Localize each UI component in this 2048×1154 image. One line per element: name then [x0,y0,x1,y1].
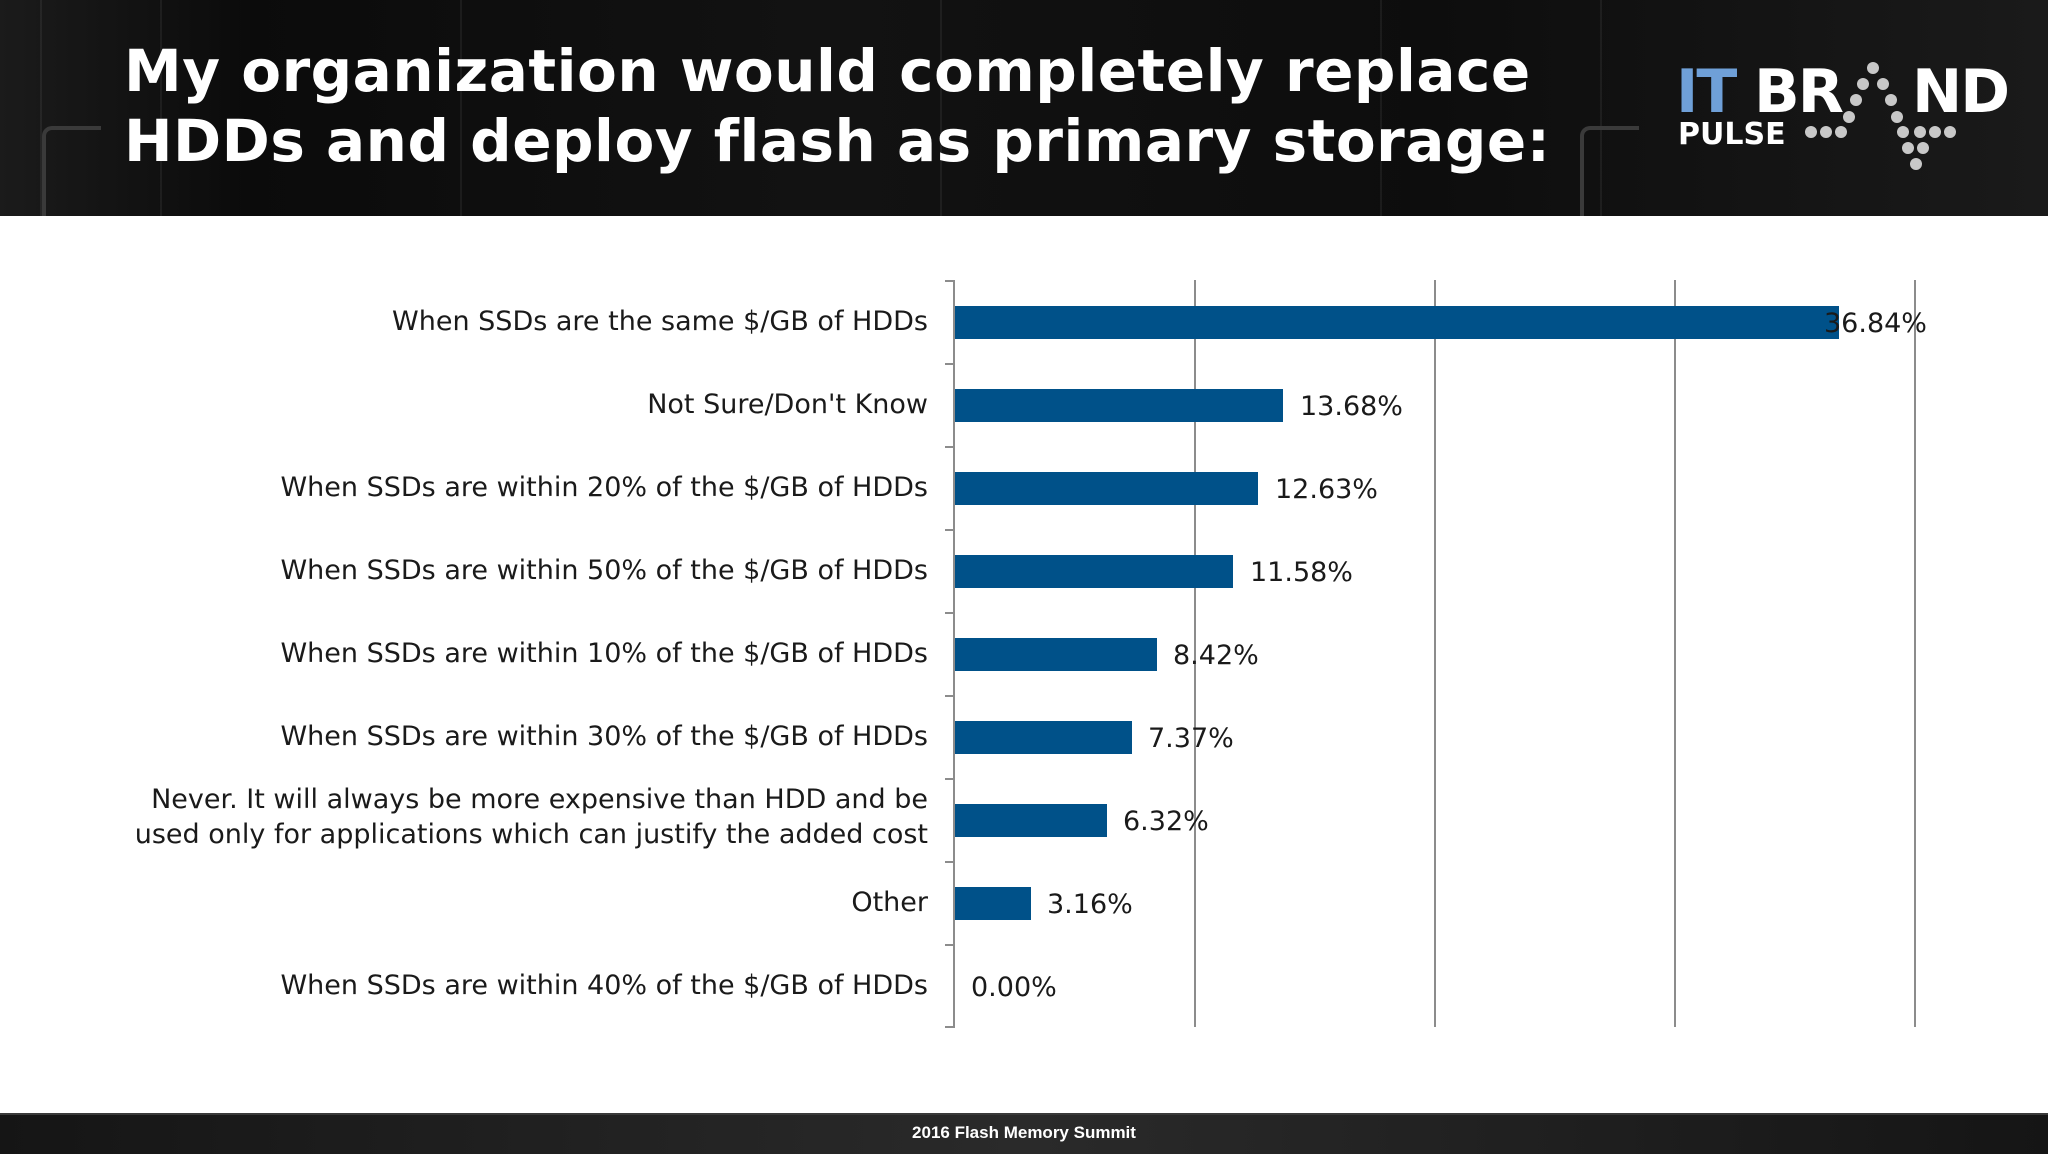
axis-tick [945,363,955,365]
bar-within-50 [955,555,1233,588]
category-label: Not Sure/Don't Know [647,389,928,420]
bar-not-sure [955,389,1283,422]
slide-header: My organization would completely replace… [0,0,2048,216]
axis-tick [945,529,955,531]
background-handle [1580,126,1639,216]
gridline-40 [1914,280,1916,1027]
value-label: 0.00% [971,972,1057,1003]
axis-tick [945,446,955,448]
category-label-line-1: Never. It will always be more expensive … [151,784,928,815]
category-axis [953,280,955,1027]
category-label: When SSDs are within 30% of the $/GB of … [280,721,928,752]
value-label: 11.58% [1250,557,1353,588]
bar-never [955,804,1107,837]
category-label: Other [851,887,928,918]
category-label-line-2: used only for applications which can jus… [134,819,928,850]
logo-dot-arrow-icon [1805,62,1956,170]
category-label: When SSDs are the same $/GB of HDDs [392,306,928,337]
value-label: 12.63% [1275,474,1378,505]
bar-within-10 [955,638,1157,671]
axis-tick [945,944,955,946]
background-rack-line [40,0,42,216]
itbrand-pulse-logo: IT BR ND PULSE [1676,62,2016,172]
title-line-2: HDDs and deploy flash as primary storage… [124,107,1551,175]
bar-within-20 [955,472,1258,505]
logo-it-text: IT [1676,57,1737,127]
axis-tick [945,612,955,614]
axis-tick [945,695,955,697]
axis-tick [945,778,955,780]
logo-pulse-text: PULSE [1678,117,1786,152]
background-rack-line [1600,0,1602,216]
value-label: 3.16% [1047,889,1133,920]
horizontal-bar-chart: When SSDs are the same $/GB of HDDs 36.8… [0,216,2048,1112]
bar-other [955,887,1031,920]
background-rack-line [460,0,462,216]
gridline-10 [1194,280,1196,1027]
value-label: 6.32% [1123,806,1209,837]
category-label: Never. It will always be more expensive … [135,782,928,852]
logo-nd-text: ND [1912,57,2010,127]
value-label: 7.37% [1148,723,1234,754]
bar-same-price [955,306,1839,339]
gridline-30 [1674,280,1676,1027]
category-label: When SSDs are within 10% of the $/GB of … [280,638,928,669]
footer-text: 2016 Flash Memory Summit [912,1123,1136,1142]
axis-tick [945,861,955,863]
axis-tick [945,1026,955,1028]
logo-br-text: BR [1754,57,1844,127]
axis-tick [945,280,955,282]
category-label: When SSDs are within 50% of the $/GB of … [280,555,928,586]
value-label: 13.68% [1300,391,1403,422]
category-label: When SSDs are within 20% of the $/GB of … [280,472,928,503]
gridline-20 [1434,280,1436,1027]
background-rack-line [940,0,942,216]
background-rack-line [160,0,162,216]
title-line-1: My organization would completely replace [124,37,1531,105]
background-rack-line [1380,0,1382,216]
value-label: 36.84% [1824,308,1927,339]
category-label: When SSDs are within 40% of the $/GB of … [280,970,928,1001]
slide-footer: 2016 Flash Memory Summit [0,1113,2048,1154]
bar-within-30 [955,721,1132,754]
slide-title: My organization would completely replace… [124,36,1550,176]
value-label: 8.42% [1173,640,1259,671]
background-handle [42,126,101,216]
